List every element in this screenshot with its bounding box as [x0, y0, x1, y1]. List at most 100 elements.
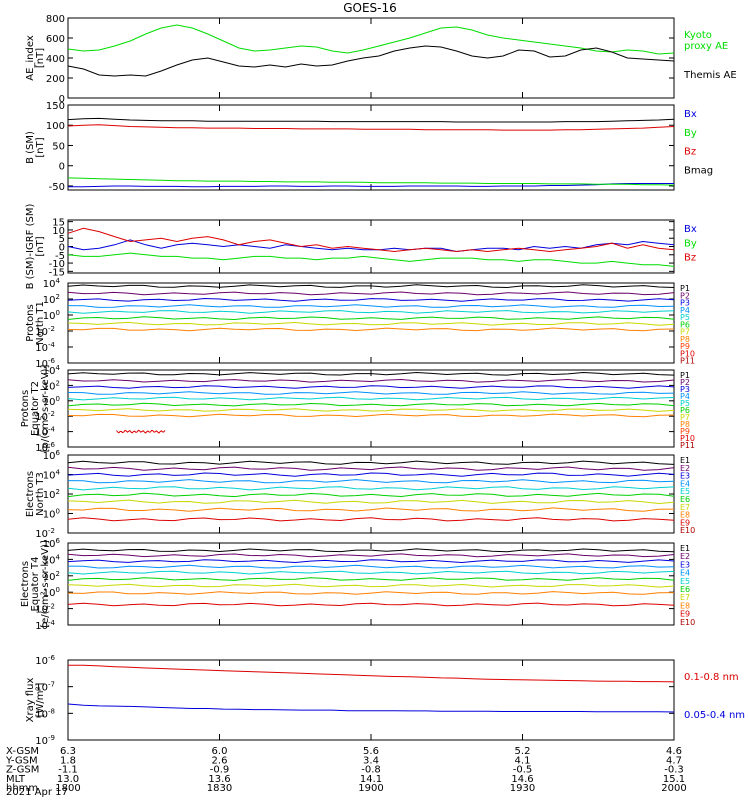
- ephemeris-value: 4.6: [666, 746, 682, 757]
- series-line-p1: [67, 284, 675, 289]
- legend-label: P11: [680, 441, 695, 450]
- legend-label: By: [684, 238, 697, 249]
- legend-label: E4: [680, 479, 690, 488]
- y-tick-label: 5: [59, 234, 65, 245]
- series-line-bx: [68, 183, 674, 188]
- ephemeris-value: 2000: [661, 783, 686, 794]
- legend-label: E8: [680, 601, 690, 610]
- y-tick-label: 0: [59, 243, 65, 254]
- series-line-e9: [67, 602, 675, 607]
- series-line-p1: [67, 371, 675, 376]
- ephemeris-value: 6.3: [60, 746, 76, 757]
- y-axis-label: B (SM): [25, 131, 36, 164]
- series-line-p2: [67, 291, 675, 296]
- legend-label: 0.05-0.4 nm: [684, 710, 745, 721]
- y-tick-label: 0: [59, 94, 65, 105]
- y-axis-label: [W/m²]: [35, 682, 46, 717]
- legend-label: P10: [680, 434, 695, 443]
- y-axis-label: Electrons: [20, 561, 31, 607]
- series-line-p8: [67, 327, 675, 332]
- series-line-bmag: [67, 117, 675, 123]
- legend-label: P10: [680, 349, 695, 358]
- series-line-e9: [67, 517, 675, 522]
- legend-label: E10: [680, 618, 695, 627]
- series-line-p7: [67, 408, 675, 412]
- legend-label: P7: [680, 413, 690, 422]
- ephemeris-row-label: hhmm: [6, 783, 38, 794]
- ephemeris-value: 14.1: [360, 774, 382, 785]
- ephemeris-value: 1.8: [60, 755, 76, 766]
- y-axis-label: North T3: [35, 472, 46, 516]
- ephemeris-row-label: Z-GSM: [6, 765, 39, 776]
- legend-label: Bx: [684, 224, 697, 235]
- legend-label: E1: [680, 544, 690, 553]
- y-tick-label: 10: [52, 226, 65, 237]
- series-line-bz: [67, 124, 675, 131]
- series-line-e1: [67, 460, 675, 465]
- y-tick-label: 800: [46, 14, 65, 25]
- panel-2: -50 0 50 100 150 B (SM) [nT] Bx By Bz Bmag: [25, 101, 713, 193]
- y-tick-label: 106: [43, 449, 61, 462]
- series-line-e6: [67, 492, 675, 498]
- ephemeris-value: 14.6: [511, 774, 533, 785]
- panel-frame: [67, 219, 675, 274]
- series-line-e2: [67, 466, 675, 471]
- ephemeris-value: 6.0: [212, 746, 228, 757]
- series-line-p6: [67, 316, 675, 321]
- ephemeris-value: -0.8: [361, 765, 381, 776]
- y-axis-label: [nT]: [35, 137, 46, 157]
- legend-label: P3: [680, 385, 690, 394]
- series-line-e8: [67, 591, 675, 595]
- y-axis-label: Equator T2: [30, 381, 41, 436]
- y-tick-label: 100: [46, 121, 65, 132]
- legend-label: E8: [680, 511, 690, 520]
- legend-label: E1: [680, 456, 690, 465]
- series-line-e6: [67, 577, 675, 581]
- legend-label: P5: [680, 399, 690, 408]
- legend-label: E5: [680, 487, 690, 496]
- y-tick-label: -10: [49, 259, 65, 270]
- y-axis-label: [nT]: [35, 236, 46, 256]
- legend-label: Kyoto: [684, 30, 712, 41]
- panel-frame: [67, 17, 675, 99]
- ephemeris-row-label: X-GSM: [6, 746, 39, 757]
- y-axis-label: Protons: [25, 304, 36, 341]
- y-axis-label: Xray flux: [25, 678, 36, 723]
- y-axis-label: B (SM)-IGRF (SM): [25, 204, 36, 290]
- series-line-e3: [67, 559, 675, 564]
- y-axis-label: [p/(cm²-s-sr-keV)]: [40, 365, 51, 453]
- series-line-bz: [67, 227, 675, 253]
- ephemeris-value: 13.6: [208, 774, 230, 785]
- ephemeris-value: 5.6: [363, 746, 379, 757]
- legend-label: Bmag: [684, 165, 713, 176]
- series-line-e8: [67, 507, 675, 512]
- y-tick-label: 10-6: [35, 654, 55, 667]
- series-line-p4: [67, 391, 675, 395]
- legend-label: P9: [680, 427, 690, 436]
- legend-label: E6: [680, 495, 690, 504]
- y-tick-label: 200: [46, 74, 65, 85]
- series-line-p8: [67, 413, 675, 418]
- legend-label: E3: [680, 560, 690, 569]
- legend-label: P9: [680, 342, 690, 351]
- series-line-by: [67, 177, 675, 186]
- ephemeris-value: 2.6: [212, 755, 228, 766]
- series-line-p4: [67, 304, 675, 308]
- ephemeris-row-label: MLT: [6, 774, 26, 785]
- y-axis-label: [e/(cm²-s-sr-keV)]: [40, 540, 51, 628]
- series-line-0.1-0.8-nm: [68, 664, 675, 683]
- ephemeris-table: X-GSM 6.3 6.0 5.6 5.2 4.6 Y-GSM 1.8 2.6 3.4 4.1 4.7…: [5, 746, 687, 794]
- ephemeris-value: 1930: [510, 783, 535, 794]
- legend-label: proxy AE: [684, 41, 728, 52]
- ephemeris-value: 15.1: [663, 774, 685, 785]
- series-line-p5: [67, 310, 675, 314]
- legend-label: P1: [680, 284, 690, 293]
- legend-label: P5: [680, 313, 690, 322]
- series-line-e3: [67, 472, 675, 477]
